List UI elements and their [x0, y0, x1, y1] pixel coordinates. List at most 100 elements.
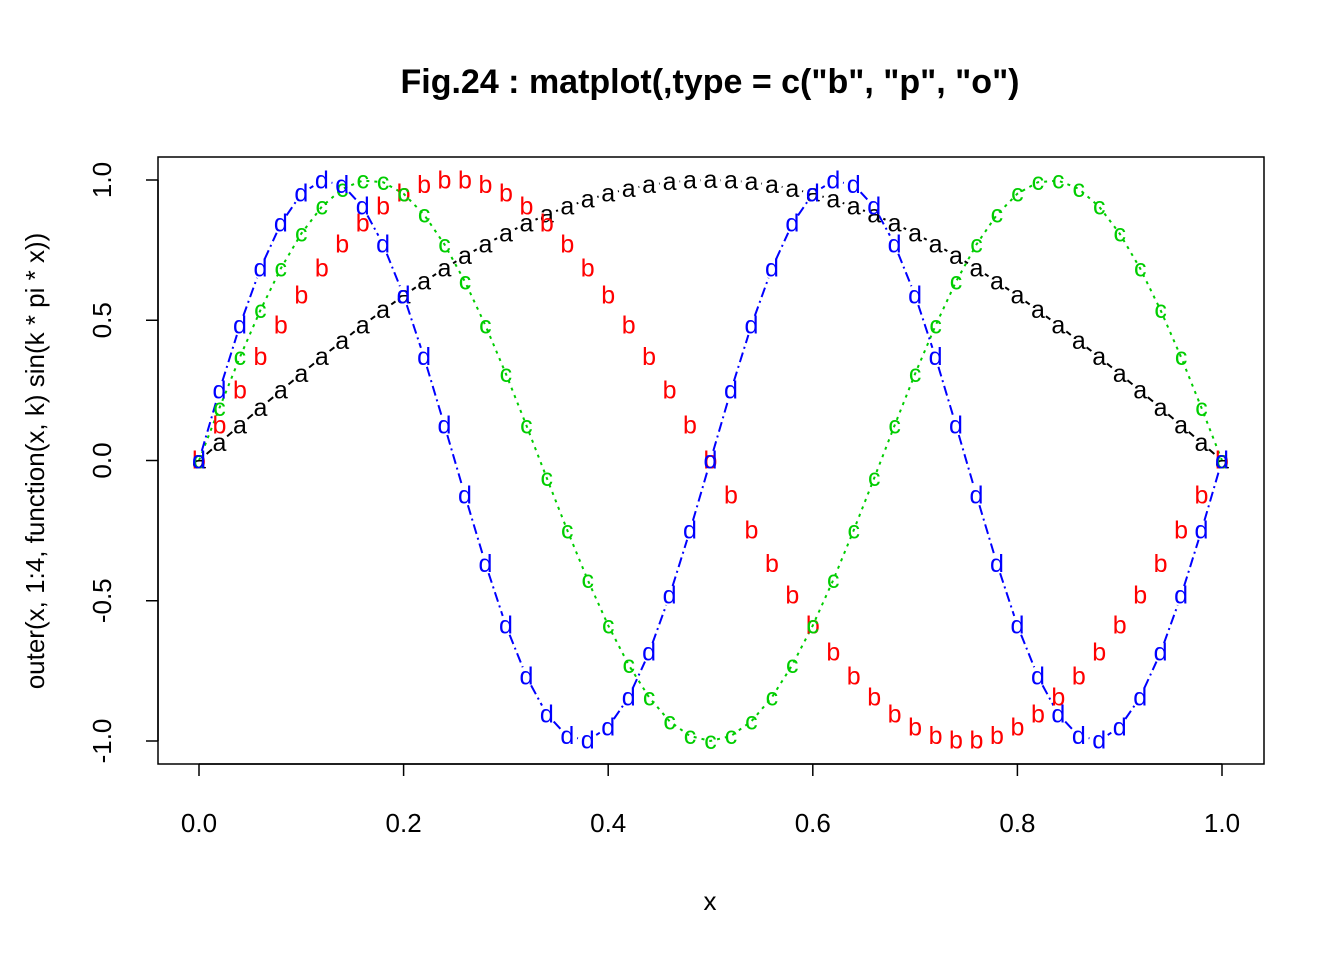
- series-a-point: a: [888, 210, 902, 238]
- series-c-point: c: [766, 683, 779, 711]
- series-a-point: a: [1174, 411, 1188, 439]
- series-c-point: c: [1175, 343, 1188, 371]
- series-b-point: b: [519, 193, 533, 221]
- series-c-point: c: [316, 193, 329, 221]
- series-a-point: a: [458, 242, 472, 270]
- series-c-point: c: [888, 411, 901, 439]
- x-axis: 0.0 0.2 0.4 0.6 0.8 1.0: [181, 763, 1240, 838]
- series-c-point: c: [1134, 255, 1147, 283]
- series-b-point: b: [806, 611, 820, 639]
- series-c-point: c: [991, 201, 1004, 229]
- series-d-point: d: [1154, 639, 1168, 667]
- series-b-point: b: [1174, 516, 1188, 544]
- series-d-point: d: [847, 171, 861, 199]
- series-c-point: c: [356, 167, 369, 195]
- series-b-point: b: [499, 180, 513, 208]
- series-b-point: b: [438, 167, 452, 195]
- series-d-point: d: [1031, 663, 1045, 691]
- series-b-point: b: [683, 411, 697, 439]
- series-a-point: a: [376, 296, 390, 324]
- series-d-point: d: [1051, 700, 1065, 728]
- series-a-point: a: [806, 180, 820, 208]
- series-b-point: b: [560, 230, 574, 258]
- series-d-point: d: [765, 255, 779, 283]
- series-b-point: b: [622, 311, 636, 339]
- y-tick-label: 1.0: [87, 162, 117, 198]
- series-b-point: b: [949, 726, 963, 754]
- series-a-point: a: [867, 201, 881, 229]
- series-c-point: c: [745, 707, 758, 735]
- series-b-point: b: [1195, 482, 1209, 510]
- series-c-point: c: [602, 611, 615, 639]
- series-c-line: [198, 179, 1223, 743]
- series-b-point: b: [826, 639, 840, 667]
- series-c-point: c: [1073, 175, 1086, 203]
- series-d-point: d: [253, 255, 267, 283]
- series-c-point: c: [1216, 447, 1229, 475]
- series-b-point: b: [458, 167, 472, 195]
- series-b-point: b: [397, 180, 411, 208]
- series-c-point: c: [541, 464, 554, 492]
- x-tick-label: 0.8: [999, 808, 1035, 838]
- series-c-point: c: [643, 683, 656, 711]
- series-d-point: d: [540, 700, 554, 728]
- series-b-point: b: [315, 255, 329, 283]
- series-a-point: a: [663, 168, 677, 196]
- series-a-line: [205, 179, 1216, 455]
- series-b-point: b: [724, 482, 738, 510]
- series-d-point: d: [806, 180, 820, 208]
- series-d-point: d: [356, 193, 370, 221]
- series-b-point: b: [765, 550, 779, 578]
- series-d-point: d: [233, 311, 247, 339]
- series-d-point: d: [908, 282, 922, 310]
- series-b-point: b: [213, 411, 227, 439]
- series-a-point: a: [1010, 282, 1024, 310]
- series-a-point: a: [744, 168, 758, 196]
- series-d-point: d: [1195, 516, 1209, 544]
- series-a-point: a: [826, 186, 840, 214]
- series-d-point: d: [622, 683, 636, 711]
- series-c-point: c: [295, 220, 308, 248]
- series-c-point: c: [1052, 167, 1065, 195]
- series-a-point: a: [438, 255, 452, 283]
- series-c-point: c: [807, 611, 820, 639]
- series-a-point: a: [1051, 311, 1065, 339]
- series-c-point: c: [663, 707, 676, 735]
- series-c-point: c: [254, 296, 267, 324]
- series-a-point: a: [478, 230, 492, 258]
- series-a-point: a: [908, 220, 922, 248]
- series-a-point: a: [213, 429, 227, 457]
- series-b-point: b: [581, 255, 595, 283]
- series-d-point: d: [315, 167, 329, 195]
- series-c-point: c: [418, 201, 431, 229]
- series-a-point: a: [847, 193, 861, 221]
- series-d-point: d: [1133, 683, 1147, 711]
- series-c-point: c: [377, 168, 390, 196]
- series-b-point: b: [847, 663, 861, 691]
- series-d-point: d: [1092, 726, 1106, 754]
- series-b-point: b: [744, 516, 758, 544]
- series-a-point: a: [315, 343, 329, 371]
- series-d-point: d: [744, 311, 758, 339]
- series-a-point: a: [970, 255, 984, 283]
- y-tick-label: -0.5: [87, 578, 117, 623]
- series-c-point: c: [786, 651, 799, 679]
- series-c-point: c: [970, 230, 983, 258]
- series-d-point: d: [478, 550, 492, 578]
- x-tick-label: 0.4: [590, 808, 626, 838]
- series-c-point: c: [1011, 180, 1024, 208]
- series-b-point: b: [1113, 611, 1127, 639]
- series-b-point: b: [417, 171, 431, 199]
- series-a-point: a: [990, 268, 1004, 296]
- series-b-point: b: [478, 171, 492, 199]
- series-d-point: d: [970, 482, 984, 510]
- series-a-point: a: [949, 242, 963, 270]
- series-b-point: b: [335, 230, 349, 258]
- series-b-point: b: [908, 713, 922, 741]
- series-b-point: b: [192, 447, 206, 475]
- series-d-point: d: [1174, 582, 1188, 610]
- series-d-point: d: [335, 171, 349, 199]
- series-a-point: a: [397, 282, 411, 310]
- series-d-point: d: [704, 447, 718, 475]
